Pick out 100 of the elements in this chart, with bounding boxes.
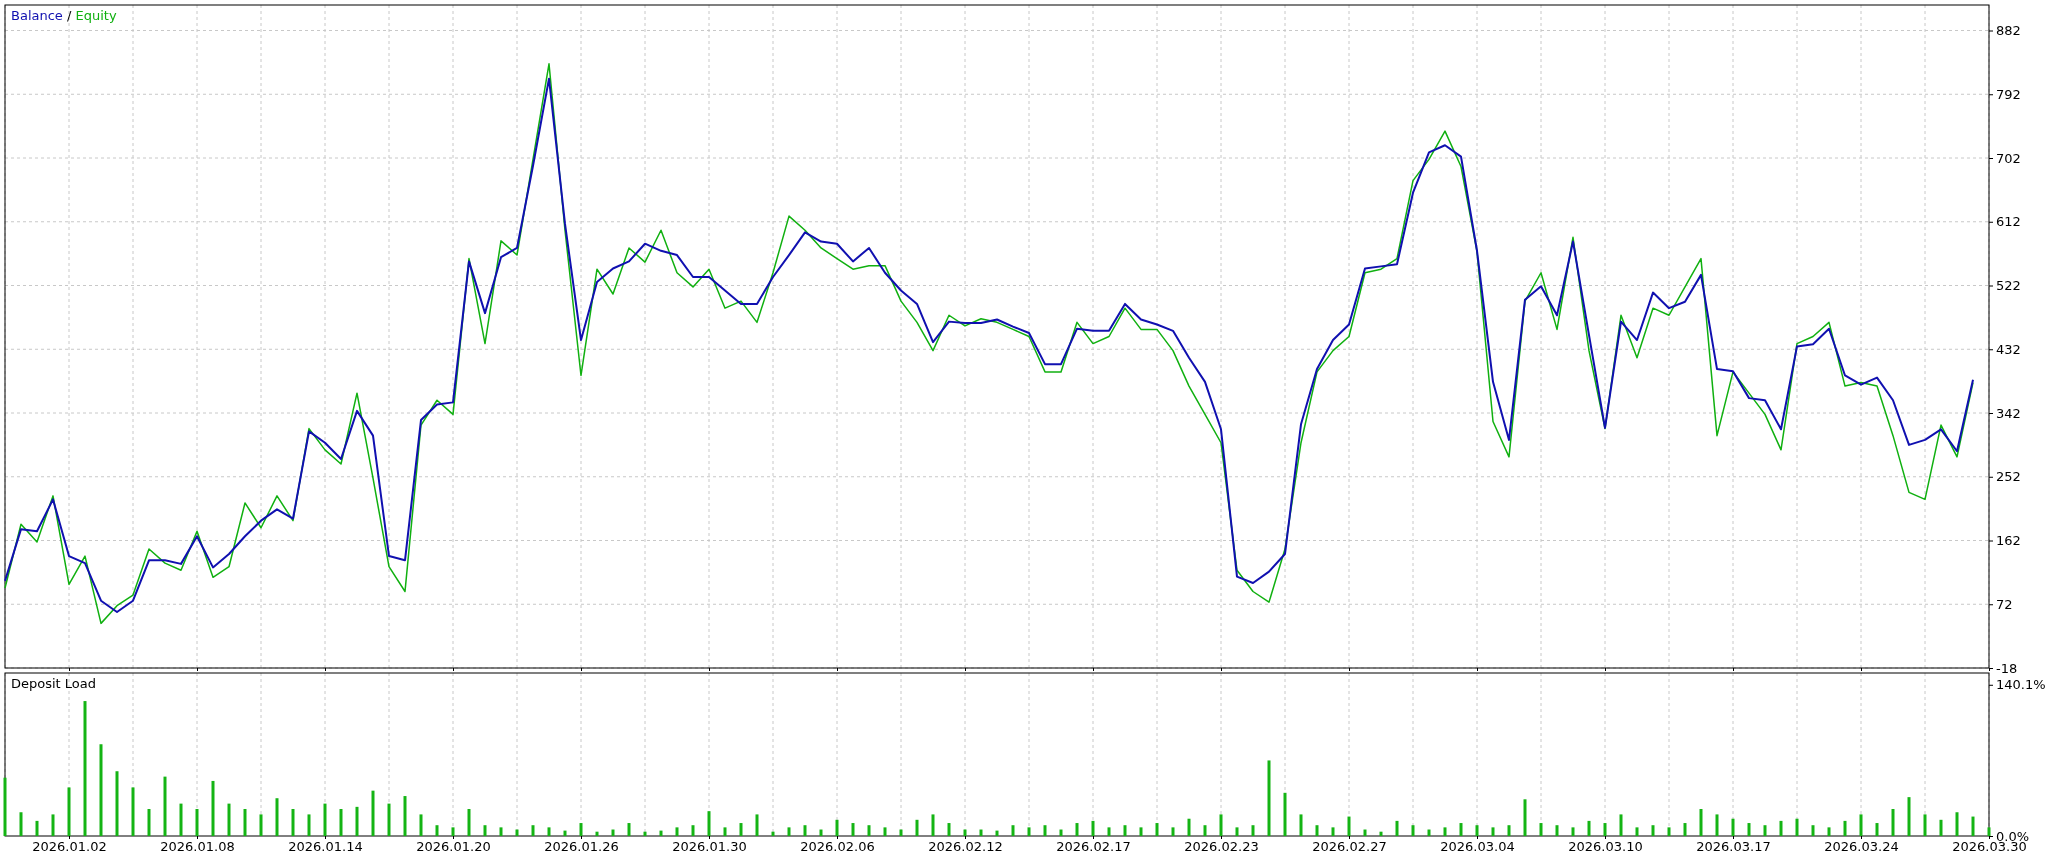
bar [147,809,151,836]
bar [1811,825,1815,836]
bar [627,823,631,836]
bar [547,827,551,836]
y-tick-label: 342 [1996,405,2021,421]
bar [1219,814,1223,836]
bar [1027,827,1031,836]
bar [195,809,199,836]
bar [1955,812,1959,836]
x-tick-label: 2026.01.30 [672,839,747,855]
x-tick-label: 2026.01.02 [32,839,107,855]
bar [3,777,7,836]
bar [1571,827,1575,836]
bar [1171,827,1175,836]
x-tick-label: 2026.02.17 [1056,839,1131,855]
bar [1491,827,1495,836]
bar [83,701,87,836]
bar [1779,820,1783,836]
bar [1091,820,1095,836]
y-tick-label: -18 [1996,660,2018,676]
bar [1331,827,1335,836]
bar [1523,799,1527,836]
bar [371,790,375,836]
bar [787,827,791,836]
y-tick-label: 702 [1996,150,2021,166]
x-tick-label: 2026.01.20 [416,839,491,855]
bar [211,780,215,836]
x-tick-label: 2026.02.27 [1312,839,1387,855]
bar [499,827,503,836]
y-tick-label: 72 [1996,596,2013,612]
bar [1683,823,1687,836]
x-tick-label: 2026.01.26 [544,839,619,855]
bar [419,814,423,836]
bar [1443,827,1447,836]
bar [115,771,119,836]
bar [579,823,583,836]
y-tick-label: 522 [1996,278,2021,294]
bar [163,776,167,836]
bar [307,814,311,836]
y-tick-label: 882 [1996,23,2021,39]
bar [979,829,983,836]
bar [1763,825,1767,836]
x-tick-label: 2026.02.06 [800,839,875,855]
bar [51,814,55,836]
bar [1059,829,1063,836]
bar [723,827,727,836]
bar [851,823,855,836]
bar [1283,792,1287,836]
bar [1155,823,1159,836]
y-tick-label: 792 [1996,86,2021,102]
bar [339,809,343,836]
bar [931,814,935,836]
x-tick-label: 2026.02.23 [1184,839,1259,855]
x-tick-label: 2026.01.08 [160,839,235,855]
bar [35,820,39,836]
bar [1667,827,1671,836]
bar [947,823,951,836]
text: Equity [75,8,117,23]
bar [435,825,439,836]
bar [1235,827,1239,836]
bar [1107,827,1111,836]
bar [963,829,967,836]
bar [1507,825,1511,836]
bar [1827,827,1831,836]
bar [819,829,823,836]
bar [755,814,759,836]
bar [1651,825,1655,836]
x-tick-label: 2026.03.17 [1696,839,1771,855]
bar [259,814,263,836]
bar [531,825,535,836]
bar [1427,829,1431,836]
bar [867,825,871,836]
bar [659,830,663,836]
bar [1939,819,1943,836]
bar [1267,760,1271,836]
y-tick-label: 162 [1996,533,2021,549]
bar [1395,820,1399,836]
bar [915,819,919,836]
bar [883,827,887,836]
bar [1475,825,1479,836]
bar [1603,823,1607,836]
bar [387,803,391,836]
y-tick-label: 432 [1996,341,2021,357]
bar [1747,823,1751,836]
bar [1539,823,1543,836]
chart-title: Deposit Load [11,676,97,691]
y-tick-label: 252 [1996,469,2021,485]
bar [275,798,279,836]
bar [1379,831,1383,836]
bar [1635,827,1639,836]
text: Balance [11,8,63,23]
bar [595,831,599,836]
bar [1731,818,1735,836]
bar [675,827,679,836]
bar [179,803,183,836]
bar [1043,825,1047,836]
bar [835,819,839,836]
bar [243,809,247,836]
bar [995,830,999,836]
bar [771,831,775,836]
